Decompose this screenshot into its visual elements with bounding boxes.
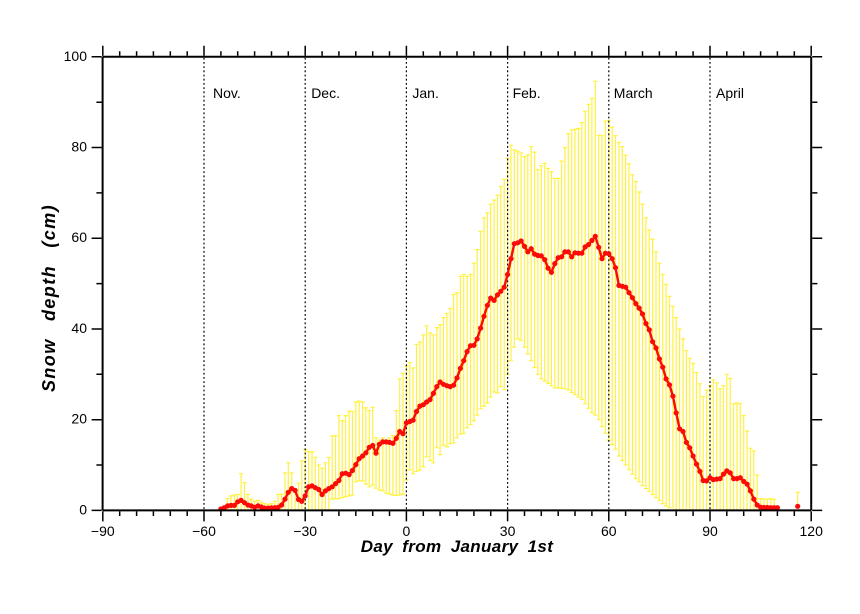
- svg-text:60: 60: [71, 229, 87, 245]
- svg-text:80: 80: [71, 139, 87, 155]
- svg-text:−60: −60: [192, 523, 216, 539]
- svg-text:April: April: [716, 85, 744, 101]
- svg-text:90: 90: [702, 523, 718, 539]
- svg-text:120: 120: [800, 523, 824, 539]
- svg-text:Dec.: Dec.: [311, 85, 340, 101]
- svg-text:40: 40: [71, 320, 87, 336]
- svg-text:Nov.: Nov.: [213, 85, 241, 101]
- svg-text:−30: −30: [293, 523, 317, 539]
- svg-text:60: 60: [601, 523, 617, 539]
- svg-text:March: March: [614, 85, 653, 101]
- svg-text:Snow depth (cm): Snow depth (cm): [39, 204, 59, 392]
- svg-text:30: 30: [500, 523, 516, 539]
- svg-text:100: 100: [64, 48, 88, 64]
- svg-text:Day from January 1st: Day from January 1st: [361, 537, 554, 556]
- svg-text:−90: −90: [91, 523, 115, 539]
- svg-text:Jan.: Jan.: [412, 85, 438, 101]
- svg-text:0: 0: [403, 523, 411, 539]
- svg-text:0: 0: [79, 501, 87, 517]
- svg-text:20: 20: [71, 411, 87, 427]
- svg-text:Feb.: Feb.: [513, 85, 541, 101]
